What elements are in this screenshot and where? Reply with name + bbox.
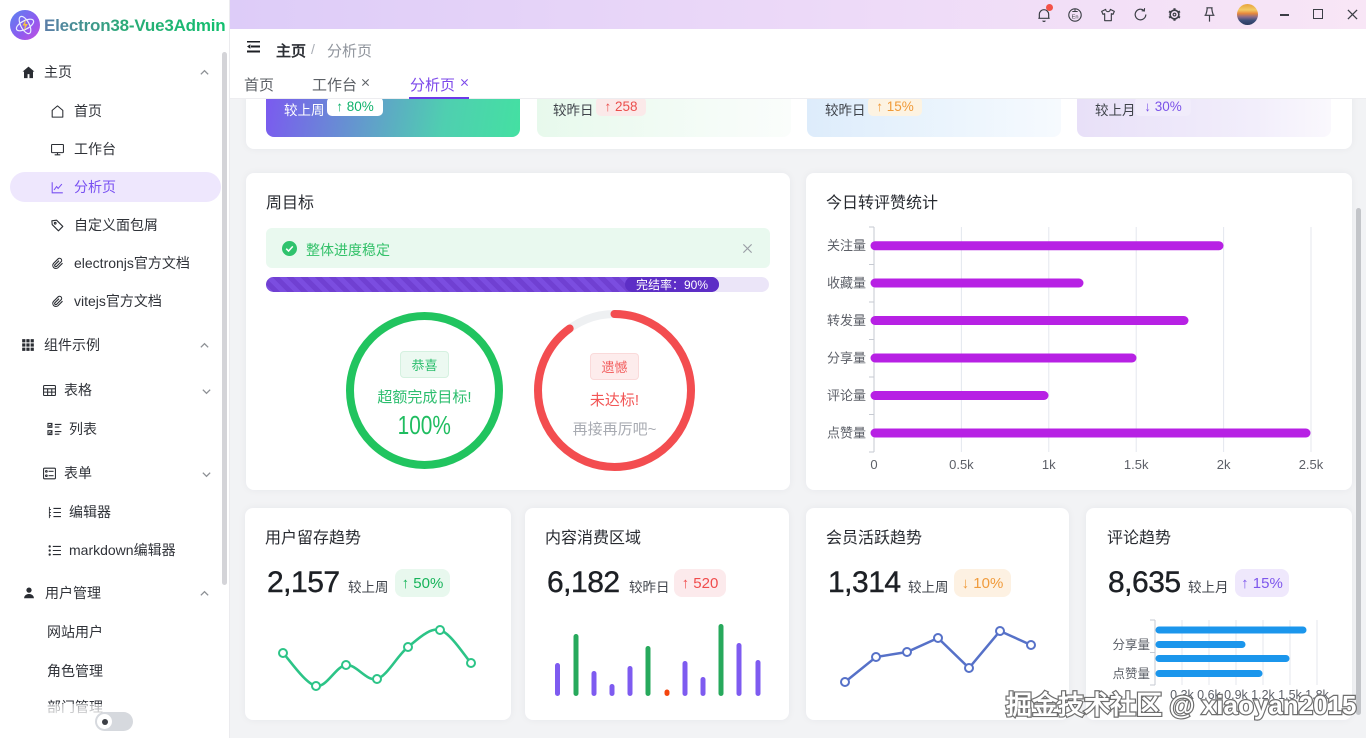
svg-text:关注量: 关注量 xyxy=(827,238,866,253)
svg-text:En: En xyxy=(1072,14,1079,20)
svg-text:1.2k: 1.2k xyxy=(1251,688,1275,702)
svg-text:0.3k: 0.3k xyxy=(1170,688,1194,702)
svg-text:0.6k: 0.6k xyxy=(1197,688,1221,702)
svg-text:2.5k: 2.5k xyxy=(1299,457,1324,470)
svg-text:1.5k: 1.5k xyxy=(1124,457,1149,470)
svg-text:0.5k: 0.5k xyxy=(949,457,974,470)
svg-text:点赞量: 点赞量 xyxy=(827,426,866,441)
svg-text:分享量: 分享量 xyxy=(827,351,866,366)
svg-text:1k: 1k xyxy=(1042,457,1056,470)
svg-text:1.8k: 1.8k xyxy=(1305,688,1329,702)
svg-text:0.9k: 0.9k xyxy=(1224,688,1248,702)
svg-text:2k: 2k xyxy=(1217,457,1231,470)
svg-text:转发量: 转发量 xyxy=(827,313,866,328)
svg-text:分享量: 分享量 xyxy=(1112,637,1150,652)
svg-text:0: 0 xyxy=(870,457,877,470)
svg-text:评论量: 评论量 xyxy=(827,388,866,403)
svg-text:1.5k: 1.5k xyxy=(1278,688,1302,702)
svg-text:点赞量: 点赞量 xyxy=(1112,667,1150,681)
svg-text:收藏量: 收藏量 xyxy=(827,276,866,291)
